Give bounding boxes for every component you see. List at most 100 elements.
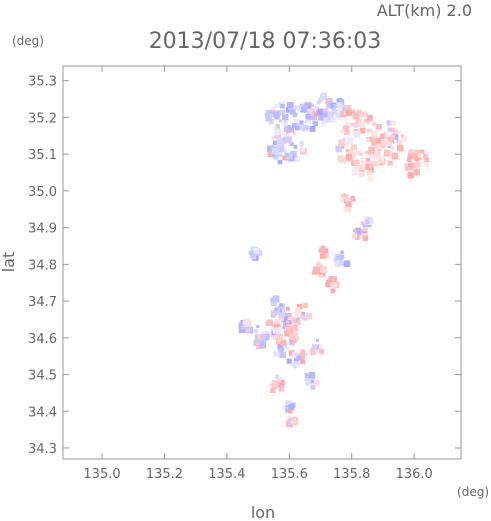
y-tick-label: 34.9 xyxy=(28,222,57,237)
data-cell xyxy=(276,377,281,383)
data-cell xyxy=(354,121,359,127)
data-cell xyxy=(310,348,316,354)
data-cell xyxy=(274,319,280,324)
data-cell xyxy=(296,123,303,130)
data-cell xyxy=(304,377,308,381)
data-cell xyxy=(309,371,316,379)
x-tick-label: 135.0 xyxy=(83,467,120,482)
data-cell xyxy=(326,104,331,109)
data-cell xyxy=(298,313,304,319)
data-cell xyxy=(355,228,361,234)
data-cell xyxy=(356,150,361,156)
data-cell xyxy=(287,408,293,414)
data-cell xyxy=(278,386,285,392)
data-cell xyxy=(283,132,290,139)
data-cell xyxy=(303,353,308,357)
data-cell xyxy=(392,134,399,140)
data-cell xyxy=(276,137,283,145)
data-cell xyxy=(331,108,338,115)
data-cell xyxy=(360,157,367,164)
data-cell xyxy=(310,103,314,107)
data-cell xyxy=(367,150,372,155)
data-cell xyxy=(283,312,288,317)
data-cell xyxy=(243,326,250,332)
data-cell xyxy=(280,340,287,346)
data-cell xyxy=(352,112,360,119)
data-cell xyxy=(387,127,392,132)
data-cell xyxy=(352,234,357,239)
data-cell xyxy=(285,327,291,333)
data-cell xyxy=(290,151,297,158)
data-cell xyxy=(392,152,397,157)
data-cell xyxy=(404,165,411,171)
data-cell xyxy=(313,266,320,273)
data-cell xyxy=(301,311,306,316)
data-cell xyxy=(368,163,374,169)
data-cell xyxy=(273,351,279,357)
data-cell xyxy=(308,378,313,383)
data-cell xyxy=(362,227,367,232)
data-cell xyxy=(270,387,276,393)
data-cell xyxy=(316,108,323,116)
data-cell xyxy=(278,153,282,157)
y-tick-label: 34.7 xyxy=(28,295,57,310)
data-cell xyxy=(386,121,391,126)
data-cell xyxy=(300,147,306,153)
data-cell xyxy=(369,136,376,143)
data-cell xyxy=(272,327,280,334)
data-cell xyxy=(318,348,323,353)
data-cell xyxy=(340,193,345,198)
data-cell xyxy=(285,320,289,324)
data-cell xyxy=(300,359,306,365)
data-cell xyxy=(372,122,377,127)
data-cell xyxy=(362,235,369,241)
data-cell xyxy=(345,109,352,116)
data-cell xyxy=(269,113,274,118)
data-cell xyxy=(274,144,279,149)
data-cell xyxy=(275,110,280,115)
data-cell xyxy=(339,99,345,105)
data-cell xyxy=(351,160,357,167)
data-cell xyxy=(323,111,330,119)
data-cell xyxy=(313,121,318,126)
data-cell xyxy=(411,149,417,155)
data-cell xyxy=(353,130,361,138)
data-cell xyxy=(261,334,268,342)
data-cell xyxy=(287,312,292,318)
data-cell xyxy=(355,119,362,125)
data-cell xyxy=(333,104,338,108)
data-cell xyxy=(265,109,273,117)
data-cell xyxy=(350,144,357,151)
plot-frame xyxy=(62,65,462,460)
data-cell xyxy=(407,154,412,159)
data-cell xyxy=(275,381,282,388)
y-axis-title: lat xyxy=(0,252,18,273)
data-cell xyxy=(364,112,369,116)
x-axis-title: lon xyxy=(251,503,275,521)
data-cell xyxy=(275,333,282,341)
data-cell xyxy=(274,103,279,108)
data-cell xyxy=(346,149,352,155)
data-cell xyxy=(344,105,352,113)
data-cell xyxy=(288,350,295,357)
data-cell xyxy=(253,247,260,254)
data-cell xyxy=(274,132,282,139)
data-cell xyxy=(330,288,335,293)
data-cell xyxy=(366,157,371,162)
data-cell xyxy=(366,163,372,169)
data-cell xyxy=(282,405,288,411)
data-cell xyxy=(345,201,350,205)
data-cell xyxy=(342,193,347,197)
data-cell xyxy=(329,116,336,123)
data-cell xyxy=(351,168,358,175)
data-cell xyxy=(238,322,242,326)
data-cell xyxy=(344,141,349,146)
data-cell xyxy=(331,276,337,283)
y-tick-label: 35.2 xyxy=(28,111,57,126)
data-cell xyxy=(339,261,344,266)
data-cell xyxy=(273,335,277,340)
data-cell xyxy=(340,250,344,254)
chart-title: 2013/07/18 07:36:03 xyxy=(149,29,382,54)
data-cell xyxy=(368,146,375,154)
